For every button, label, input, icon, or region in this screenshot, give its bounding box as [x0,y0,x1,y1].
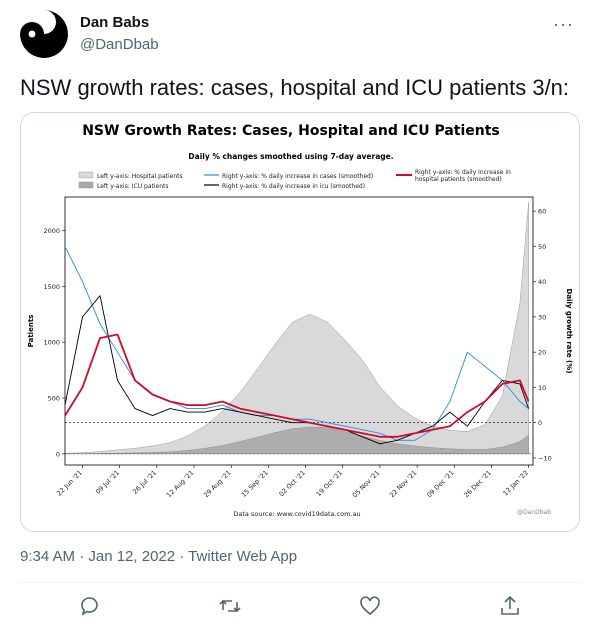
data-source: Data source: www.covid19data.com.au [233,510,360,518]
legend-label-hospital: Left y-axis: Hospital patients [97,173,183,180]
legend-swatch-hospital [78,171,94,179]
y2-tick-label: 0 [538,419,542,427]
more-icon[interactable]: ··· [553,14,574,34]
reply-icon[interactable] [78,594,106,622]
y-axis-label: Patients [27,315,35,348]
tweet-header: Dan Babs @DanDbab ··· [20,10,580,60]
x-tick-label: 09 Jul '21 [94,469,121,496]
action-bar [20,588,580,628]
tweet-timestamp[interactable]: 9:34 AM · Jan 12, 2022 · Twitter Web App [20,548,298,565]
x-tick-label: 02 Oct '21 [277,469,306,498]
plot-marks [64,202,533,455]
growth-chart: NSW Growth Rates: Cases, Hospital and IC… [27,123,573,518]
x-tick-label: 22 Jun '21 [55,469,84,498]
legend-label-hosp-line-1: Right y-axis: % daily increase in [415,169,511,176]
icu-area [64,426,529,455]
y2-tick-label: 50 [538,243,546,251]
chart-subtitle: Daily % changes smoothed using 7-day ave… [188,152,393,161]
hospital-rate-line [64,333,530,438]
y2-tick-label: 60 [538,208,546,216]
x-tick-label: 22 Nov '21 [388,469,419,500]
tweet-text: NSW growth rates: cases, hospital and IC… [20,75,570,100]
x-tick-label: 29 Aug '21 [202,469,233,500]
divider [20,582,580,583]
like-icon[interactable] [358,594,386,622]
legend: Left y-axis: Hospital patients Left y-ax… [78,169,513,190]
share-icon[interactable] [498,594,526,622]
y2-tick-label: 20 [538,349,546,357]
hospital-area [64,202,529,455]
legend-label-hosp-line: Right y-axis: % daily increase in hospit… [415,169,513,183]
y2-tick-label: 10 [538,384,546,392]
x-tick-label: 26 Jul '21 [131,469,158,496]
y2-tick-label: −10 [538,454,552,462]
retweet-icon[interactable] [218,594,246,622]
x-tick-label: 12 Aug '21 [165,469,196,500]
y2-tick-label: 40 [538,278,546,286]
legend-label-cases: Right y-axis: % daily increase in cases … [222,173,373,180]
chart-title: NSW Growth Rates: Cases, Hospital and IC… [82,123,500,139]
legend-swatch-icu [78,181,94,189]
legend-label-hosp-line-2: hospital patients (smoothed) [415,176,502,183]
yin-yang-icon [20,10,68,58]
y2-axis-label: Daily growth rate (%) [565,289,573,374]
y-tick-label: 2000 [43,227,60,235]
x-tick-label: 15 Sep '21 [240,469,270,499]
x-tick-label: 26 Dec '21 [462,469,492,499]
author-name[interactable]: Dan Babs [80,14,150,31]
y-tick-label: 1500 [43,283,60,291]
author-handle[interactable]: @DanDbab [80,36,159,53]
x-tick-label: 05 Nov '21 [351,469,382,500]
x-tick-label: 09 Dec '21 [425,469,455,499]
legend-label-icu: Left y-axis: ICU patients [97,183,169,190]
x-tick-label: 19 Oct '21 [315,469,344,498]
tweet-image[interactable]: NSW Growth Rates: Cases, Hospital and IC… [20,112,580,532]
legend-label-icu-line: Right y-axis: % daily increase in icu (s… [222,183,365,190]
y-tick-label: 0 [56,450,60,458]
x-tick-label: 12 Jan '22 [501,469,530,498]
watermark: @DanDbab [517,509,551,516]
y-tick-label: 1000 [43,339,60,347]
avatar[interactable] [20,10,68,58]
y-tick-label: 500 [48,395,60,403]
y2-tick-label: 30 [538,313,546,321]
